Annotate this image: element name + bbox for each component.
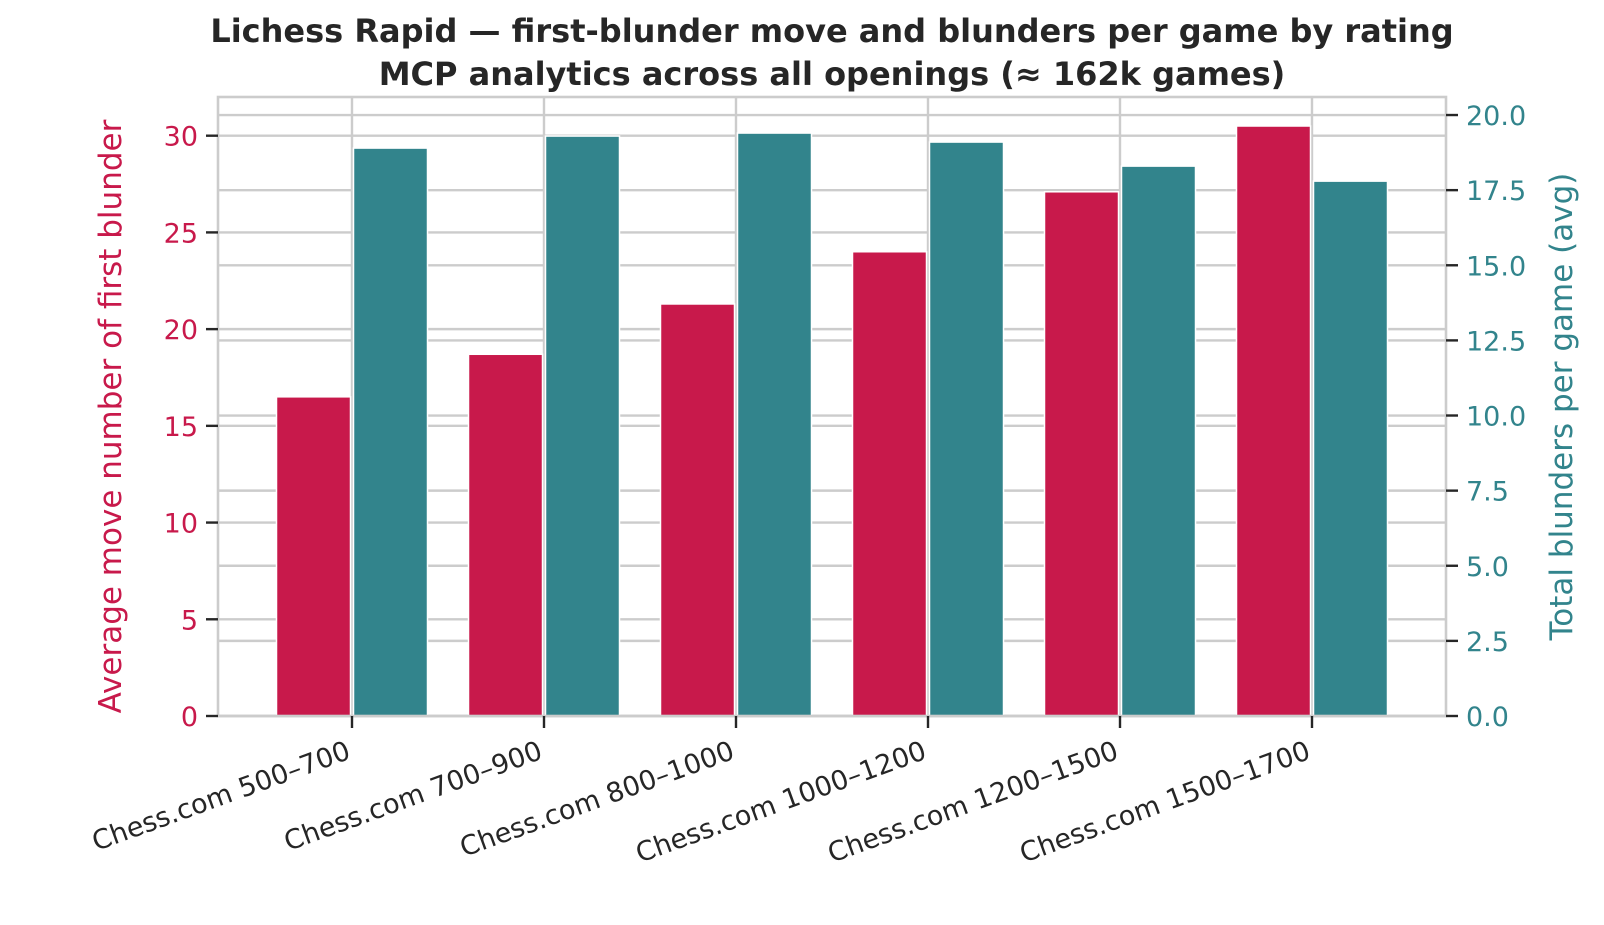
right-tick-label-4: 10.0	[1466, 402, 1526, 433]
left-tick-label-6: 30	[164, 122, 198, 153]
bar-blunders-per-game-3	[928, 141, 1005, 717]
bars-layer	[275, 125, 1389, 717]
right-tick-label-6: 15.0	[1466, 251, 1526, 282]
bar-first-blunder-4	[1043, 191, 1120, 717]
chart-subtitle: MCP analytics across all openings (≈ 162…	[379, 55, 1286, 93]
right-tick-label-1: 2.5	[1466, 627, 1509, 658]
left-tick-label-3: 15	[164, 412, 198, 443]
bar-blunders-per-game-2	[736, 132, 813, 717]
bar-first-blunder-1	[467, 353, 544, 717]
bar-first-blunder-3	[851, 251, 928, 717]
left-tick-label-4: 20	[164, 315, 198, 346]
left-tick-label-1: 5	[181, 605, 198, 636]
plot-frame	[216, 95, 1448, 718]
left-tick-label-5: 25	[164, 218, 198, 249]
y-axis-label-right: Total blunders per game (avg)	[1544, 173, 1580, 642]
bar-blunders-per-game-1	[544, 135, 621, 717]
right-tick-label-5: 12.5	[1466, 326, 1526, 357]
left-tick-label-0: 0	[181, 702, 198, 733]
y-axis-label-left: Average move number of first blunder	[93, 119, 129, 713]
right-tick-label-7: 17.5	[1466, 176, 1526, 207]
bar-blunders-per-game-0	[352, 147, 429, 717]
right-tick-label-8: 20.0	[1466, 101, 1526, 132]
bar-first-blunder-2	[659, 303, 736, 717]
bar-blunders-per-game-5	[1312, 180, 1389, 717]
right-tick-label-3: 7.5	[1466, 477, 1509, 508]
right-tick-label-2: 5.0	[1466, 552, 1509, 583]
chart-title: Lichess Rapid — first-blunder move and b…	[210, 12, 1453, 50]
bar-blunders-per-game-4	[1120, 165, 1197, 717]
bar-first-blunder-0	[275, 396, 352, 717]
left-tick-label-2: 10	[164, 509, 198, 540]
right-tick-label-0: 0.0	[1466, 702, 1509, 733]
bar-first-blunder-5	[1235, 125, 1312, 717]
